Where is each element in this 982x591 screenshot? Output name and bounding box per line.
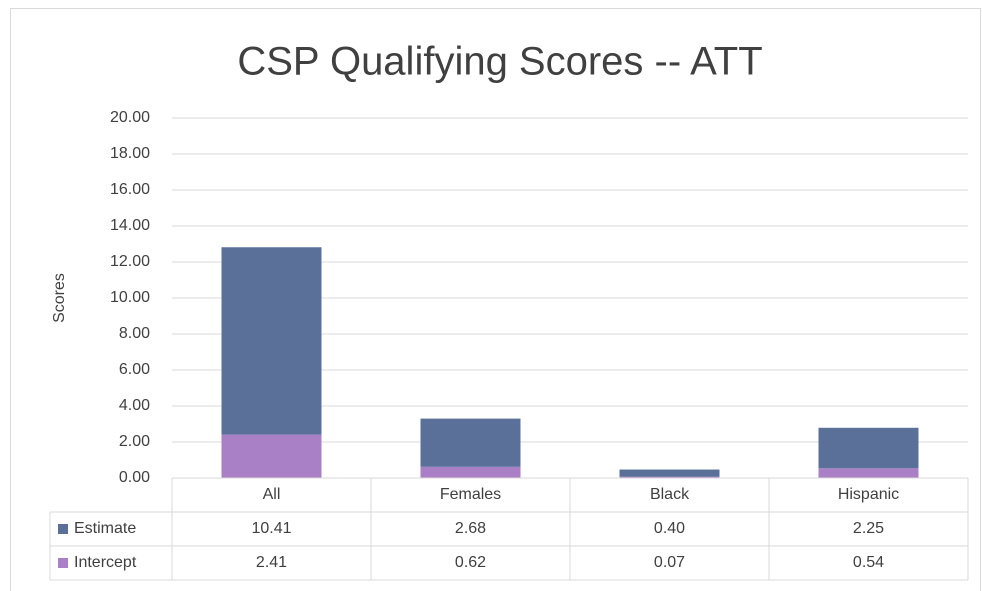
y-tick-label: 8.00 — [119, 325, 150, 342]
x-tick-label: All — [263, 486, 281, 503]
y-tick-label: 18.00 — [110, 145, 150, 162]
y-tick-label: 16.00 — [110, 181, 150, 198]
legend-swatch — [58, 524, 68, 534]
table-value: 0.62 — [455, 554, 486, 571]
y-tick-label: 12.00 — [110, 253, 150, 270]
table-value: 0.54 — [853, 554, 884, 571]
x-tick-label: Females — [440, 486, 501, 503]
y-tick-label: 10.00 — [110, 289, 150, 306]
bar-segment — [420, 466, 521, 478]
y-axis-label: Scores — [51, 273, 68, 323]
y-tick-label: 2.00 — [119, 433, 150, 450]
table-value: 2.68 — [455, 520, 486, 537]
x-tick-label: Hispanic — [838, 486, 899, 503]
legend-label: Estimate — [74, 520, 136, 537]
bar-segment — [420, 418, 521, 467]
table-value: 0.07 — [654, 554, 685, 571]
y-tick-label: 14.00 — [110, 217, 150, 234]
bar-segment — [818, 427, 919, 469]
bar-segment — [619, 469, 720, 477]
bar-segment — [221, 434, 322, 478]
y-tick-label: 20.00 — [110, 109, 150, 126]
bar-segment — [619, 476, 720, 478]
table-value: 0.40 — [654, 520, 685, 537]
chart-title: CSP Qualifying Scores -- ATT — [237, 40, 762, 84]
bar-segment — [221, 247, 322, 435]
x-tick-label: Black — [650, 486, 690, 503]
table-value: 2.25 — [853, 520, 884, 537]
legend-label: Intercept — [74, 554, 137, 571]
table-value: 2.41 — [256, 554, 287, 571]
legend-swatch — [58, 558, 68, 568]
y-tick-label: 0.00 — [119, 469, 150, 486]
table-value: 10.41 — [251, 520, 291, 537]
chart-frame — [10, 8, 981, 591]
y-tick-label: 6.00 — [119, 361, 150, 378]
bar-segment — [818, 468, 919, 478]
y-tick-label: 4.00 — [119, 397, 150, 414]
